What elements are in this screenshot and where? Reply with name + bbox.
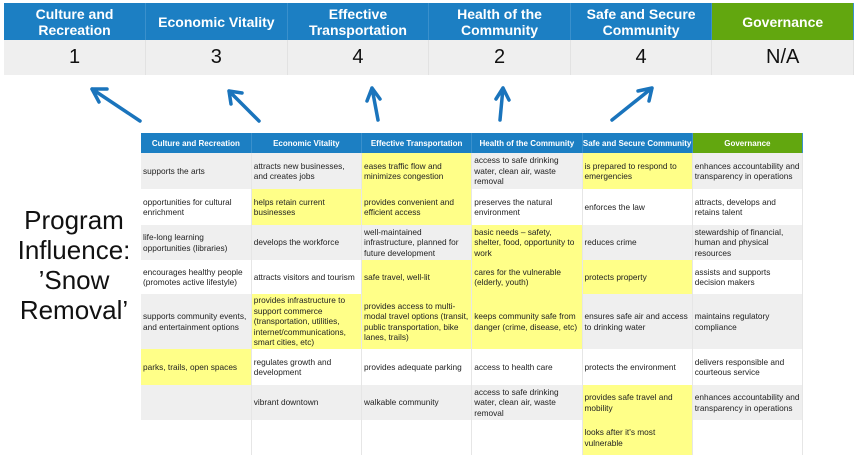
detail-header-culture: Culture and Recreation: [141, 133, 252, 153]
table-row: vibrant downtown walkable community access…: [141, 385, 804, 420]
detail-header-health: Health of the Community: [471, 133, 583, 153]
table-cell: helps retain current businesses: [251, 189, 363, 225]
table-cell: is prepared to respond to emergencies: [582, 153, 693, 189]
score-transportation: 4: [287, 40, 430, 75]
table-cell: [361, 420, 473, 455]
table-row: looks after it's most vulnerable: [141, 420, 804, 455]
program-influence-label: Program Influence: ’Snow Removal’: [17, 205, 131, 325]
table-cell: delivers responsible and courteous servi…: [692, 349, 804, 385]
table-cell: supports the arts: [141, 153, 252, 189]
table-cell: assists and supports decision makers: [692, 260, 804, 294]
table-cell: attracts visitors and tourism: [251, 260, 363, 294]
table-cell: eases traffic flow and minimizes congest…: [361, 153, 473, 189]
table-cell: provides convenient and efficient access: [361, 189, 473, 225]
table-row: opportunities for cultural enrichment hel…: [141, 189, 804, 225]
table-cell: keeps community safe from danger (crime,…: [471, 294, 583, 349]
table-cell: parks, trails, open spaces: [141, 349, 252, 385]
summary-header-safe: Safe and Secure Community: [570, 3, 713, 40]
table-cell: [141, 420, 252, 455]
table-cell: walkable community: [361, 385, 473, 420]
summary-header-economic: Economic Vitality: [145, 3, 288, 40]
table-cell: preserves the natural environment: [471, 189, 583, 225]
table-cell: opportunities for cultural enrichment: [141, 189, 252, 225]
summary-header-governance: Governance: [711, 3, 854, 40]
table-row: encourages healthy people (promotes acti…: [141, 260, 804, 294]
table-cell: well-maintained infrastructure, planned …: [361, 225, 473, 260]
table-cell: basic needs – safety, shelter, food, opp…: [471, 225, 583, 260]
arrows: [90, 86, 654, 123]
table-cell: vibrant downtown: [251, 385, 363, 420]
table-cell: maintains regulatory compliance: [692, 294, 804, 349]
table-cell: [471, 420, 583, 455]
table-cell: enhances accountability and transparency…: [692, 385, 804, 420]
summary-header-row: Culture and Recreation Economic Vitality…: [4, 3, 854, 40]
score-economic: 3: [145, 40, 288, 75]
score-governance: N/A: [711, 40, 854, 75]
summary-header-culture: Culture and Recreation: [4, 3, 147, 40]
detail-header-transportation: Effective Transportation: [361, 133, 473, 153]
table-cell: access to health care: [471, 349, 583, 385]
table-cell: protects property: [582, 260, 693, 294]
score-culture: 1: [4, 40, 147, 75]
detail-header-governance: Governance: [692, 133, 804, 153]
summary-header-transportation: Effective Transportation: [287, 3, 430, 40]
detail-header-row: Culture and Recreation Economic Vitality…: [141, 133, 804, 153]
table-row: parks, trails, open spaces regulates grow…: [141, 349, 804, 385]
detail-table: Culture and Recreation Economic Vitality…: [141, 133, 804, 455]
table-cell: [251, 420, 363, 455]
table-cell: provides access to multi-modal travel op…: [361, 294, 473, 349]
table-cell: [692, 420, 804, 455]
table-cell: safe travel, well-lit: [361, 260, 473, 294]
score-safe: 4: [570, 40, 713, 75]
table-cell: develops the workforce: [251, 225, 363, 260]
summary-table: Culture and Recreation Economic Vitality…: [4, 3, 854, 75]
summary-header-health: Health of the Community: [428, 3, 571, 40]
table-cell: regulates growth and development: [251, 349, 363, 385]
table-cell: attracts, develops and retains talent: [692, 189, 804, 225]
table-cell: protects the environment: [582, 349, 693, 385]
table-cell: cares for the vulnerable (elderly, youth…: [471, 260, 583, 294]
arrow-icon: [227, 89, 261, 123]
table-cell: [141, 385, 252, 420]
score-health: 2: [428, 40, 571, 75]
table-row: supports community events, and entertain…: [141, 294, 804, 349]
arrow-icon: [610, 86, 654, 122]
table-cell: life-long learning opportunities (librar…: [141, 225, 252, 260]
table-cell: looks after it's most vulnerable: [582, 420, 693, 455]
table-cell: reduces crime: [582, 225, 693, 260]
detail-header-economic: Economic Vitality: [251, 133, 363, 153]
arrow-icon: [365, 86, 382, 122]
table-cell: access to safe drinking water, clean air…: [471, 153, 583, 189]
table-cell: enhances accountability and transparency…: [692, 153, 804, 189]
table-cell: access to safe drinking water, clean air…: [471, 385, 583, 420]
table-cell: provides safe travel and mobility: [582, 385, 693, 420]
table-cell: ensures safe air and access to drinking …: [582, 294, 693, 349]
table-cell: provides infrastructure to support comme…: [251, 294, 363, 349]
arrow-icon: [90, 87, 142, 123]
table-row: life-long learning opportunities (librar…: [141, 225, 804, 260]
table-row: supports the arts attracts new businesses…: [141, 153, 804, 189]
table-cell: attracts new businesses, and creates job…: [251, 153, 363, 189]
summary-score-row: 1 3 4 2 4 N/A: [4, 40, 854, 75]
table-cell: stewardship of financial, human and phys…: [692, 225, 804, 260]
table-cell: supports community events, and entertain…: [141, 294, 252, 349]
table-cell: provides adequate parking: [361, 349, 473, 385]
table-cell: enforces the law: [582, 189, 693, 225]
arrow-icon: [494, 86, 511, 122]
detail-header-safe: Safe and Secure Community: [582, 133, 693, 153]
table-cell: encourages healthy people (promotes acti…: [141, 260, 252, 294]
